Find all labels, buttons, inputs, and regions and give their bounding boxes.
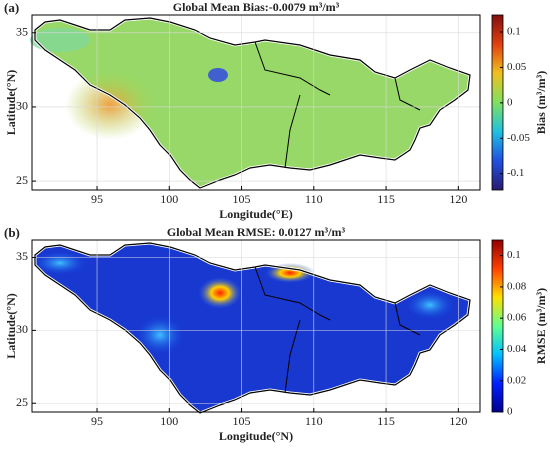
- x-tick-label: 120: [449, 414, 467, 428]
- panel-label: (a): [4, 0, 19, 15]
- map-b: [32, 241, 472, 415]
- colorbar-tick-label: 0.06: [507, 312, 527, 324]
- x-axis-label: Longitude(°E): [219, 207, 292, 221]
- colorbar-tick-label: 0.1: [507, 249, 521, 261]
- x-tick-label: 105: [233, 414, 251, 428]
- y-tick-label: 25: [16, 395, 28, 409]
- colorbar: [491, 239, 504, 413]
- colorbar-tick-label: 0.05: [507, 61, 527, 73]
- x-tick-label: 95: [91, 414, 103, 428]
- colorbar-tick-label: 0.02: [507, 374, 526, 386]
- colorbar-tick-label: 0.04: [507, 343, 527, 355]
- map-a: [30, 16, 472, 190]
- colorbar-tick-label: 0.08: [507, 280, 527, 292]
- panel-label: (b): [4, 225, 20, 240]
- y-axis-label: Latitude(°N): [4, 70, 18, 135]
- x-tick-label: 120: [449, 192, 467, 206]
- y-tick-label: 30: [16, 99, 28, 113]
- colorbar-label: Bias (m³/m³): [534, 71, 548, 135]
- chart-title: Global Mean Bias:-0.0079 m³/m³: [173, 0, 340, 14]
- x-tick-label: 95: [91, 192, 103, 206]
- x-tick-label: 100: [160, 414, 178, 428]
- x-tick-label: 115: [377, 192, 395, 206]
- x-tick-label: 110: [305, 414, 323, 428]
- y-tick-label: 35: [16, 25, 28, 39]
- y-tick-label: 35: [16, 249, 28, 263]
- x-axis-label: Longitude(°N): [219, 429, 293, 443]
- colorbar-tick-label: -0.05: [507, 132, 530, 144]
- x-tick-label: 115: [377, 414, 395, 428]
- colorbar-label: RMSE (m³/m³): [534, 288, 548, 364]
- colorbar-tick-label: 0: [507, 406, 513, 418]
- x-tick-label: 100: [160, 192, 178, 206]
- y-tick-label: 30: [16, 322, 28, 336]
- colorbar-tick-label: -0.1: [507, 167, 524, 179]
- colorbar-tick-label: 0: [507, 96, 513, 108]
- colorbar-tick-label: 0.1: [507, 26, 521, 38]
- plot-frame: [31, 14, 481, 191]
- chart-title: Global Mean RMSE: 0.0127 m³/m³: [167, 225, 346, 239]
- plot-frame: [31, 239, 481, 413]
- x-tick-label: 105: [233, 192, 251, 206]
- y-tick-label: 25: [16, 173, 28, 187]
- x-tick-label: 110: [305, 192, 323, 206]
- y-axis-label: Latitude(°N): [4, 293, 18, 358]
